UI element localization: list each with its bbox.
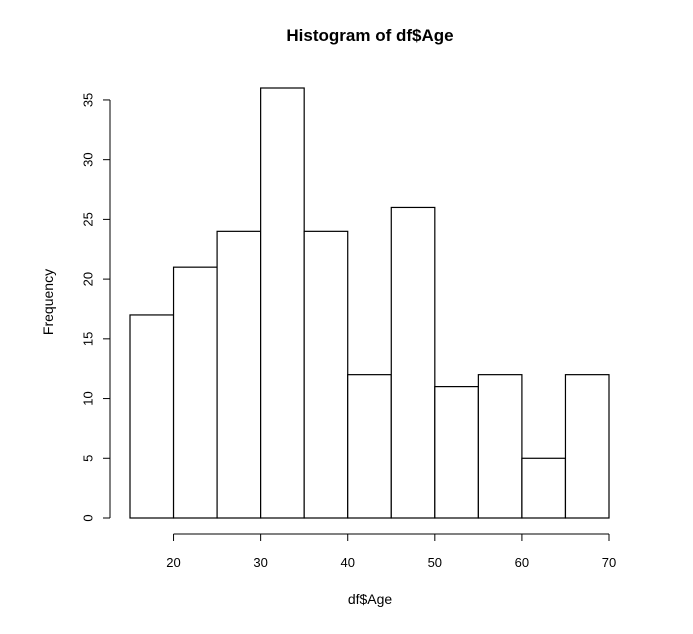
x-axis: 20 30 40 50 60 70 <box>166 533 616 570</box>
y-tick-label: 30 <box>81 152 96 166</box>
chart-title: Histogram of df$Age <box>286 26 453 45</box>
y-tick-label: 0 <box>81 514 96 521</box>
x-tick-label: 50 <box>428 555 442 570</box>
histogram-bar-35-40 <box>303 230 349 519</box>
y-axis: 0 5 10 15 20 25 30 35 <box>81 93 111 522</box>
histogram-bar-40-45 <box>347 374 392 519</box>
y-tick-label: 15 <box>81 332 96 346</box>
y-tick-label: 25 <box>81 212 96 226</box>
histogram-bar-15-20 <box>129 314 175 519</box>
x-tick-label: 60 <box>515 555 529 570</box>
histogram-bar-65-70 <box>564 374 610 519</box>
x-tick-label: 70 <box>602 555 616 570</box>
x-axis-label: df$Age <box>348 591 393 607</box>
bars-group <box>129 87 610 519</box>
x-tick-label: 20 <box>166 555 180 570</box>
histogram-bar-30-35 <box>260 87 305 519</box>
y-tick-label: 35 <box>81 93 96 107</box>
y-tick-label: 20 <box>81 272 96 286</box>
y-axis-label: Frequency <box>40 269 56 335</box>
histogram-bar-45-50 <box>390 206 436 519</box>
y-tick-label: 10 <box>81 391 96 405</box>
x-tick-label: 40 <box>340 555 354 570</box>
histogram-bar-50-55 <box>434 386 479 519</box>
histogram-bar-20-25 <box>172 266 218 519</box>
histogram-bar-25-30 <box>216 230 262 519</box>
x-tick-label: 30 <box>253 555 267 570</box>
histogram-bar-55-60 <box>477 374 523 519</box>
histogram-bar-60-65 <box>521 457 567 519</box>
y-tick-label: 5 <box>81 455 96 462</box>
